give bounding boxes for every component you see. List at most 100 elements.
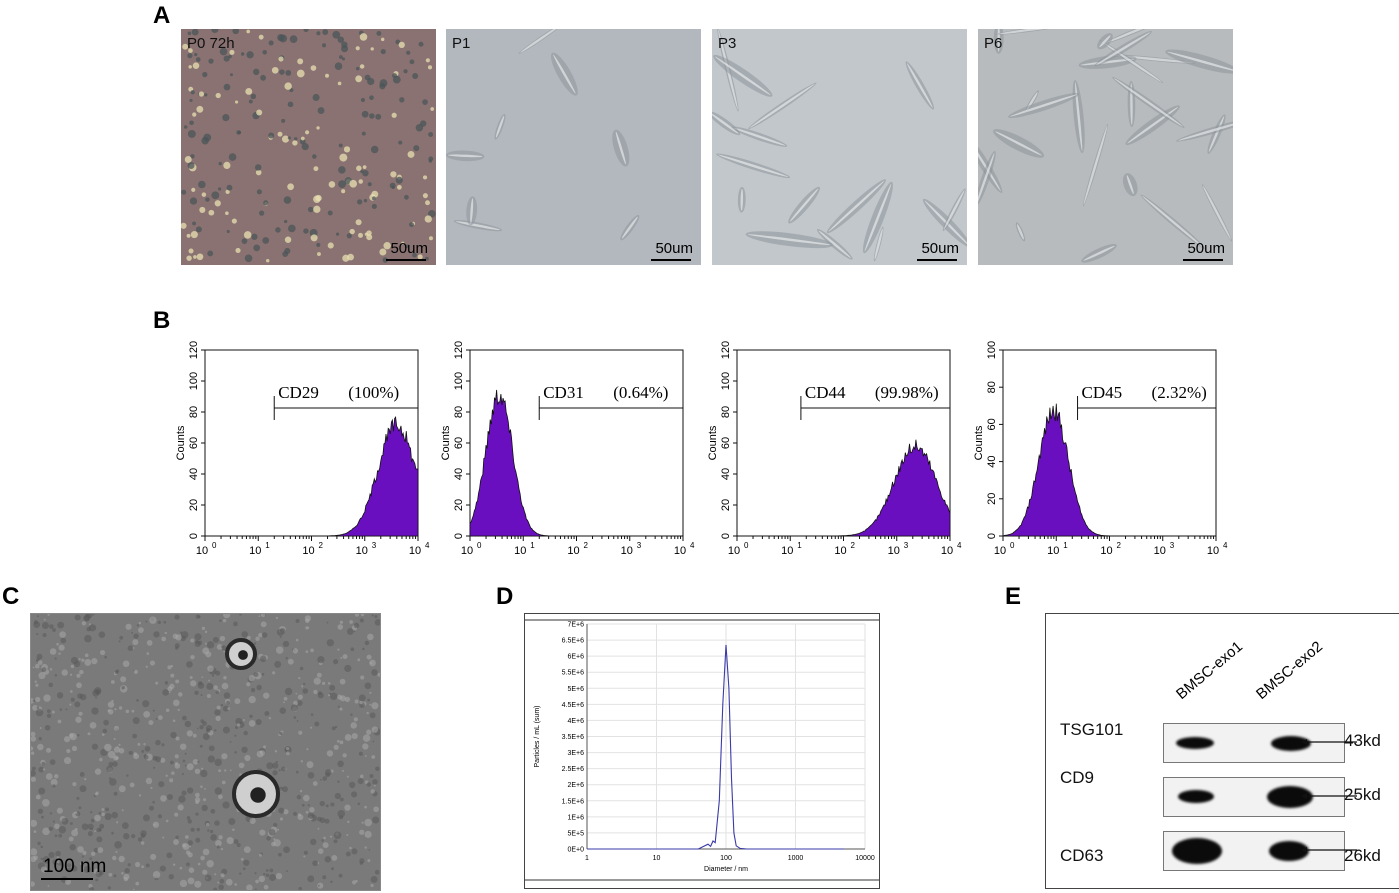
cell-particle xyxy=(361,98,365,102)
tem-grain xyxy=(308,813,314,819)
cell-particle xyxy=(357,199,362,204)
tem-grain xyxy=(259,876,266,883)
tem-grain xyxy=(321,839,324,842)
tem-grain xyxy=(218,769,221,772)
cell-particle xyxy=(398,141,402,145)
cell-particle xyxy=(372,204,377,209)
tem-grain xyxy=(111,832,114,835)
tem-grain xyxy=(57,622,64,629)
tem-grain xyxy=(263,692,269,698)
cell-particle xyxy=(342,57,345,60)
tem-grain xyxy=(340,621,343,624)
tem-grain xyxy=(189,845,191,847)
tem-grain xyxy=(256,685,261,690)
x-tick-label: 10 xyxy=(834,545,846,557)
tem-grain xyxy=(175,754,179,758)
cell-particle xyxy=(322,29,328,35)
tem-grain xyxy=(306,811,309,814)
cell-particle xyxy=(272,67,279,74)
cell-particle xyxy=(202,192,206,196)
tem-grain xyxy=(286,751,290,755)
tem-grain xyxy=(306,748,308,750)
cell-particle xyxy=(216,93,221,98)
x-tick-exponent: 0 xyxy=(1010,541,1015,550)
cell-particle xyxy=(429,236,433,240)
tem-grain xyxy=(180,880,187,887)
cell-particle xyxy=(245,88,252,95)
tem-grain xyxy=(320,817,326,823)
tem-grain xyxy=(82,621,86,625)
tem-grain xyxy=(372,816,379,823)
cell-particle xyxy=(256,109,262,115)
tem-scale-bar xyxy=(41,878,93,880)
tem-grain xyxy=(119,640,121,642)
tem-grain xyxy=(158,781,164,787)
tem-grain xyxy=(366,729,371,734)
tem-grain xyxy=(132,639,138,645)
scale-bar-label: 50um xyxy=(1187,240,1225,257)
tem-grain xyxy=(190,638,194,642)
cell-particle xyxy=(285,70,291,76)
cell-particle xyxy=(189,99,192,102)
x-tick-exponent: 4 xyxy=(957,541,962,550)
tem-grain xyxy=(146,863,150,867)
cell-particle xyxy=(341,189,345,193)
marker-label: CD44 xyxy=(805,383,846,402)
tem-grain xyxy=(201,694,203,696)
tem-grain xyxy=(346,834,348,836)
y-tick-label: 120 xyxy=(720,341,732,359)
panel-letter-a: A xyxy=(153,2,170,30)
tem-grain xyxy=(318,691,322,695)
y-tick-label: 5.5E+6 xyxy=(562,670,584,677)
tem-grain xyxy=(269,874,276,881)
tem-grain xyxy=(90,722,97,729)
tem-grain xyxy=(103,720,109,726)
blot-band xyxy=(1178,790,1214,803)
tem-grain xyxy=(249,720,256,727)
tem-grain xyxy=(232,829,235,832)
vesicle-core xyxy=(250,787,265,802)
tem-grain xyxy=(52,784,55,787)
tem-grain xyxy=(217,882,219,884)
tem-grain xyxy=(205,631,207,633)
tem-grain xyxy=(119,785,126,792)
cell-particle xyxy=(358,179,363,184)
tem-grain xyxy=(241,631,248,638)
tem-grain xyxy=(66,749,70,753)
tem-grain xyxy=(71,665,74,668)
tem-grain xyxy=(249,696,256,703)
tem-grain xyxy=(249,715,252,718)
cell-particle xyxy=(302,143,309,150)
y-tick-label: 6E+6 xyxy=(567,654,584,661)
tem-grain xyxy=(221,848,223,850)
tem-grain xyxy=(297,720,299,722)
tem-grain xyxy=(108,751,116,759)
cell-particle xyxy=(232,219,237,224)
tem-grain xyxy=(365,831,372,838)
tem-grain xyxy=(71,657,78,664)
tem-grain xyxy=(201,676,203,678)
y-tick-label: 7E+6 xyxy=(567,622,584,629)
tem-grain xyxy=(369,704,371,706)
tem-grain xyxy=(279,769,281,771)
tem-grain xyxy=(371,876,378,883)
tem-grain xyxy=(367,859,370,862)
cell-particle xyxy=(223,162,230,169)
tem-grain xyxy=(131,834,135,838)
cell-particle xyxy=(369,95,374,100)
tem-grain xyxy=(54,823,60,829)
cell-particle xyxy=(376,31,381,36)
x-tick-exponent: 0 xyxy=(744,541,749,550)
tem-grain xyxy=(34,830,37,833)
tem-grain xyxy=(354,623,359,628)
tem-grain xyxy=(88,831,93,836)
cell-particle xyxy=(253,244,260,251)
tem-grain xyxy=(228,818,235,825)
tem-grain xyxy=(180,867,183,870)
y-tick-label: 2E+6 xyxy=(567,782,584,789)
tem-grain xyxy=(372,779,378,785)
tem-grain xyxy=(94,830,96,832)
cell-particle xyxy=(205,197,210,202)
panel-letter-b: B xyxy=(153,307,170,335)
tem-grain xyxy=(171,771,175,775)
